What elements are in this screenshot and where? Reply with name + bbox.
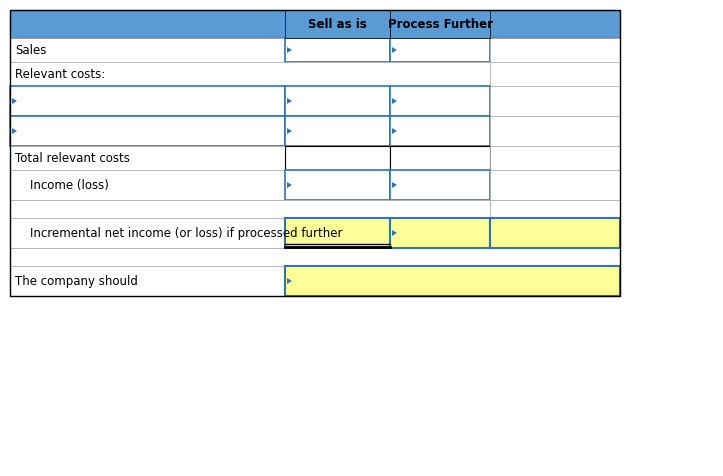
Bar [490,170,620,200]
Bar [390,170,490,200]
Bar [390,10,490,38]
Bar [390,38,490,62]
Bar [490,38,620,62]
Bar [490,86,620,116]
Bar [490,62,620,86]
Bar [285,86,390,116]
Polygon shape [392,128,397,134]
Polygon shape [287,278,292,284]
Polygon shape [392,98,397,104]
Text: Process Further: Process Further [388,18,492,30]
Bar [285,38,390,62]
Bar [285,116,390,146]
Bar [10,86,285,116]
Bar [285,218,390,248]
Bar [490,200,620,218]
Bar [10,10,620,38]
Polygon shape [392,47,397,53]
Bar [490,116,620,146]
Bar [10,116,285,146]
Text: Total relevant costs: Total relevant costs [15,151,130,165]
Bar [285,170,390,200]
Polygon shape [287,47,292,53]
Polygon shape [287,182,292,188]
Bar [490,146,620,170]
Bar [490,218,620,248]
Bar [390,86,490,116]
Text: Incremental net income (or loss) if processed further: Incremental net income (or loss) if proc… [30,227,343,239]
Bar [390,218,490,248]
Text: The company should: The company should [15,275,138,288]
Bar [10,170,285,200]
Text: Relevant costs:: Relevant costs: [15,68,106,80]
Polygon shape [12,98,17,104]
Text: Sell as is: Sell as is [308,18,367,30]
Bar [10,200,490,218]
Bar [10,146,285,170]
Bar [10,248,620,266]
Bar [285,266,620,296]
Polygon shape [287,128,292,134]
Bar [390,116,490,146]
Polygon shape [12,128,17,134]
Bar [10,62,490,86]
Bar [10,38,285,62]
Bar [285,10,390,38]
Bar [285,146,390,170]
Bar [10,218,390,248]
Polygon shape [287,98,292,104]
Polygon shape [392,182,397,188]
Bar [10,10,620,296]
Bar [10,266,285,296]
Text: Sales: Sales [15,43,46,57]
Text: Income (loss): Income (loss) [30,178,109,191]
Polygon shape [392,230,397,236]
Bar [390,146,490,170]
